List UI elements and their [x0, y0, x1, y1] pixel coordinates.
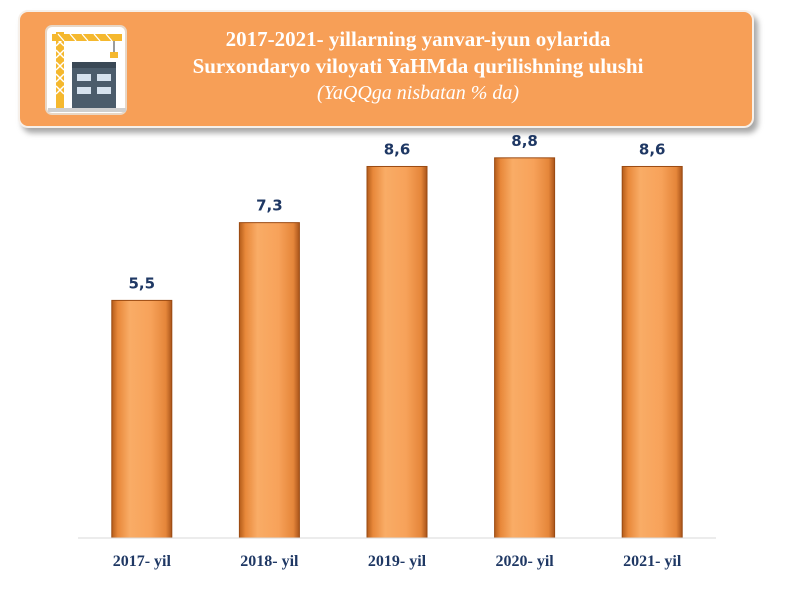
chart-subtitle: (YaQQga nisbatan % da)	[316, 82, 520, 104]
value-label-3: 8,8	[511, 132, 538, 150]
x-tick-label-0: 2017- yil	[113, 553, 172, 570]
value-label-0: 5,5	[129, 274, 156, 292]
header-banner: 2017-2021- yillarning yanvar-iyun oylari…	[18, 10, 754, 128]
bar-3	[494, 157, 556, 539]
value-label-2: 8,6	[384, 140, 411, 158]
x-tick-label-4: 2021- yil	[623, 553, 682, 570]
value-label-1: 7,3	[256, 197, 283, 215]
bar-0	[111, 299, 173, 539]
value-label-4: 8,6	[639, 140, 666, 158]
chart-title-block: 2017-2021- yillarning yanvar-iyun oylari…	[20, 26, 756, 107]
x-tick-label-1: 2018- yil	[240, 553, 299, 570]
bar-2	[366, 165, 428, 539]
x-tick-label-3: 2020- yil	[495, 553, 554, 570]
construction-crane-icon	[45, 25, 127, 115]
chart-title-line1: 2017-2021- yillarning yanvar-iyun oylari…	[225, 27, 611, 51]
bar-4	[621, 165, 683, 539]
bar-1	[238, 222, 300, 539]
chart-title-line2: Surxondaryo viloyati YaHMda qurilishning…	[192, 54, 644, 78]
x-tick-label-2: 2019- yil	[368, 553, 427, 570]
